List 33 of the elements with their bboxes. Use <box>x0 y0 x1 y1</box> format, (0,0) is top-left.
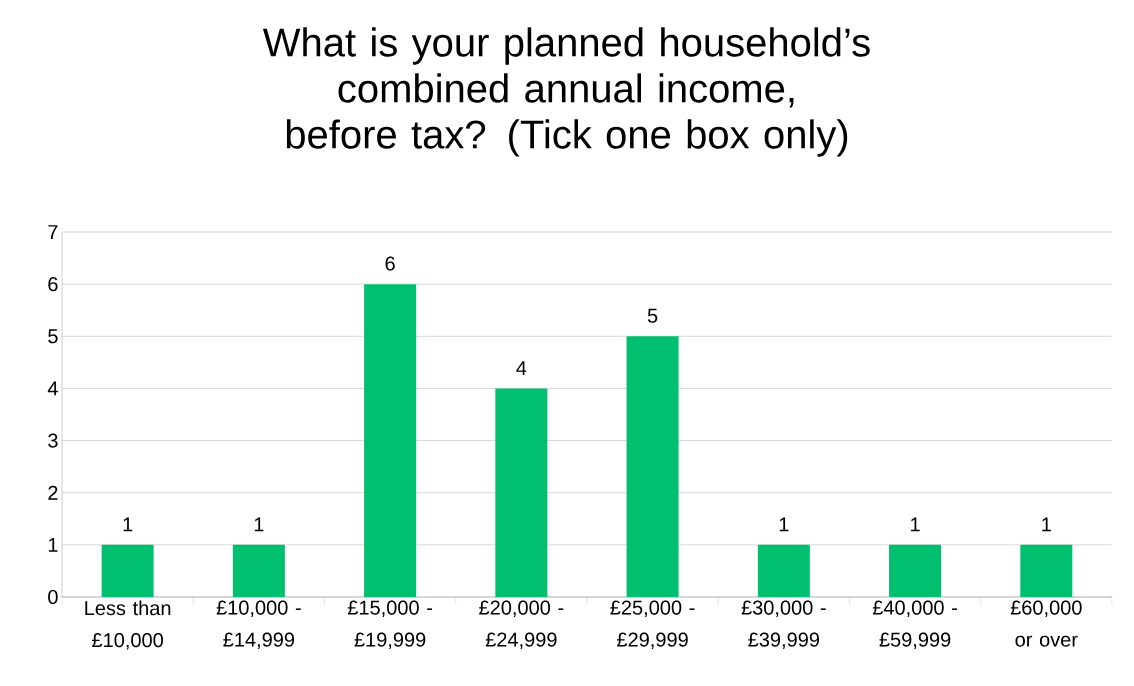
x-tick-label: £30,000 - £39,999 <box>741 600 826 650</box>
data-label: 1 <box>123 517 133 532</box>
bar <box>1020 544 1073 597</box>
bar <box>495 388 548 597</box>
bar <box>232 544 285 597</box>
data-label: 4 <box>516 361 527 375</box>
x-tick-label: £60,000 or over <box>1010 600 1082 647</box>
y-tick-label: 4 <box>47 381 58 396</box>
bar <box>626 336 679 597</box>
y-tick-label: 2 <box>48 485 58 500</box>
data-label: 1 <box>779 517 789 532</box>
bar <box>101 544 154 597</box>
data-label: 6 <box>385 256 395 271</box>
chart-title: What is your planned household’s combined annual income, before tax? (Tick one box only) <box>262 27 870 157</box>
y-tick-label: 1 <box>48 537 58 552</box>
x-tick-label: £15,000 - £19,999 <box>347 600 433 650</box>
bar <box>364 284 417 597</box>
y-tick-label: 7 <box>48 225 58 239</box>
bar <box>757 544 810 597</box>
data-label: 1 <box>1042 517 1051 532</box>
x-tick-label: £25,000 - £29,999 <box>610 600 695 650</box>
data-label: 1 <box>911 517 920 532</box>
bar <box>889 544 942 597</box>
y-tick-label: 3 <box>48 433 58 448</box>
y-tick-label: 6 <box>48 277 58 292</box>
x-tick-label: £40,000 - £59,999 <box>872 600 957 650</box>
data-label: 1 <box>254 517 264 532</box>
y-tick-label: 5 <box>48 329 58 344</box>
x-tick-label: £20,000 - £24,999 <box>479 600 564 650</box>
data-label: 5 <box>647 308 658 323</box>
x-tick-label: Less than £10,000 <box>85 600 171 650</box>
x-tick-label: £10,000 - £14,999 <box>216 600 301 650</box>
y-tick-label: 0 <box>48 589 58 605</box>
